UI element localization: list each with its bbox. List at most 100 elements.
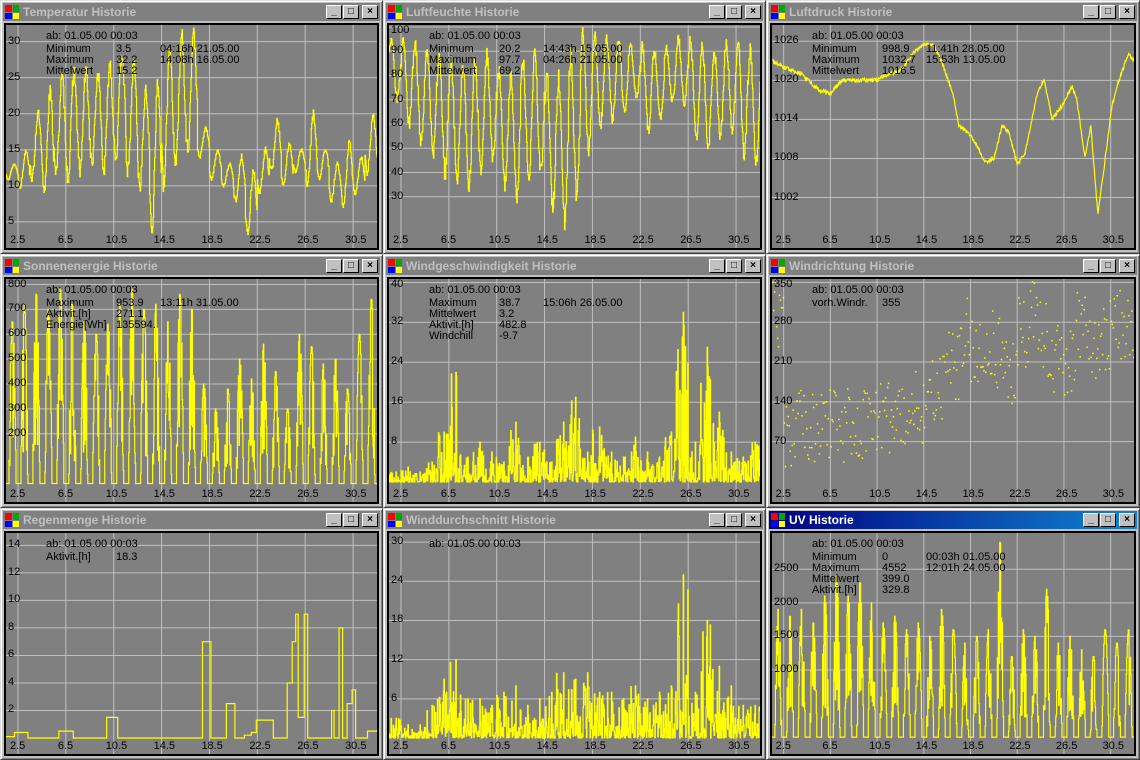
title-bar[interactable]: Luftfeuchte Historie _ □ ×	[386, 3, 763, 21]
scatter-point	[772, 281, 774, 284]
stat-value: 399.0	[882, 573, 910, 585]
x-tick-label: 18.5	[201, 740, 223, 752]
stat-label: Mittelwert	[812, 65, 860, 77]
close-button[interactable]: ×	[362, 513, 378, 527]
y-tick-label: 80	[391, 68, 404, 81]
maximize-button[interactable]: □	[1100, 259, 1116, 273]
title-bar[interactable]: Temperatur Historie _ □ ×	[3, 3, 380, 21]
x-tick-label: 14.5	[153, 740, 175, 752]
minimize-button[interactable]: _	[709, 5, 725, 19]
window-regenmenge-historie[interactable]: Regenmenge Historie _ □ × ab: 01.05.00 0…	[0, 508, 383, 760]
scatter-point	[871, 437, 873, 440]
minimize-button[interactable]: _	[326, 259, 342, 273]
title-bar[interactable]: Luftdruck Historie _ □ ×	[769, 3, 1137, 21]
chart-svg	[389, 25, 760, 248]
window-temperatur-historie[interactable]: Temperatur Historie _ □ × ab: 01.05.00 0…	[0, 0, 383, 254]
close-button[interactable]: ×	[1119, 5, 1135, 19]
y-tick-label: 90	[391, 44, 404, 57]
window-windgeschwindigkeit-historie[interactable]: Windgeschwindigkeit Historie _ □ × ab: 0…	[383, 254, 766, 508]
scatter-point	[949, 368, 951, 371]
maximize-button[interactable]: □	[343, 5, 359, 19]
y-tick-label: 300	[8, 401, 27, 414]
y-tick-label: 280	[774, 315, 793, 328]
close-button[interactable]: ×	[362, 259, 378, 273]
scatter-point	[968, 353, 971, 356]
scatter-point	[1009, 358, 1011, 361]
close-button[interactable]: ×	[745, 259, 761, 273]
y-tick-label: 1020	[774, 73, 799, 86]
title-bar[interactable]: Winddurchschnitt Historie _ □ ×	[386, 511, 763, 529]
x-tick-label: 30.5	[345, 740, 367, 752]
minimize-button[interactable]: _	[1083, 5, 1099, 19]
title-bar[interactable]: Regenmenge Historie _ □ ×	[3, 511, 380, 529]
stats-block: Aktivit.[h] 18.3	[46, 552, 266, 563]
title-bar[interactable]: UV Historie _ □ ×	[769, 511, 1137, 529]
x-tick-label: 14.5	[915, 234, 938, 246]
scatter-point	[1085, 324, 1087, 326]
scatter-point	[814, 443, 817, 445]
scatter-point	[870, 410, 872, 413]
x-tick-label: 26.5	[297, 740, 319, 752]
scatter-point	[831, 418, 833, 421]
maximize-button[interactable]: □	[343, 259, 359, 273]
x-tick-label: 14.5	[153, 234, 175, 246]
scatter-point	[1067, 367, 1070, 369]
minimize-button[interactable]: _	[326, 5, 342, 19]
scatter-point	[772, 309, 775, 312]
window-sonnenenergie-historie[interactable]: Sonnenenergie Historie _ □ × ab: 01.05.0…	[0, 254, 383, 508]
stat-time: 15:53h 13.05.00	[926, 54, 1006, 66]
scatter-point	[1056, 329, 1058, 332]
maximize-button[interactable]: □	[726, 259, 742, 273]
scatter-point	[876, 448, 878, 451]
window-winddurchschnitt-historie[interactable]: Winddurchschnitt Historie _ □ × ab: 01.0…	[383, 508, 766, 760]
scatter-point	[1000, 358, 1003, 361]
scatter-point	[815, 403, 818, 406]
window-uv-historie[interactable]: UV Historie _ □ × ab: 01.05.00 00:03 Min…	[766, 508, 1140, 760]
minimize-button[interactable]: _	[709, 259, 725, 273]
minimize-button[interactable]: _	[326, 513, 342, 527]
scatter-point	[773, 291, 776, 293]
close-button[interactable]: ×	[1119, 513, 1135, 527]
minimize-button[interactable]: _	[1083, 513, 1099, 527]
x-tick-label: 26.5	[680, 740, 702, 752]
x-tick-label: 14.5	[536, 740, 558, 752]
x-tick-label: 22.5	[249, 740, 271, 752]
scatter-point	[886, 386, 889, 389]
scatter-point	[1131, 310, 1133, 312]
minimize-button[interactable]: _	[709, 513, 725, 527]
scatter-point	[964, 345, 967, 347]
y-tick-label: 700	[8, 302, 27, 315]
scatter-point	[1105, 319, 1108, 321]
close-button[interactable]: ×	[745, 513, 761, 527]
close-button[interactable]: ×	[362, 5, 378, 19]
chart-area: ab: 01.05.00 00:03 Maximum 953.9 13:11h 31…	[4, 277, 379, 504]
minimize-button[interactable]: _	[1083, 259, 1099, 273]
x-tick-label: 30.5	[345, 234, 367, 246]
close-button[interactable]: ×	[745, 5, 761, 19]
title-bar[interactable]: Windgeschwindigkeit Historie _ □ ×	[386, 257, 763, 275]
stat-value: 0	[882, 551, 889, 563]
window-windrichtung-historie[interactable]: Windrichtung Historie _ □ × ab: 01.05.00…	[766, 254, 1140, 508]
scatter-point	[937, 391, 939, 394]
maximize-button[interactable]: □	[1100, 513, 1116, 527]
title-bar[interactable]: Sonnenenergie Historie _ □ ×	[3, 257, 380, 275]
chart-area: ab: 01.05.00 00:03 Minimum 998.9 11:41h 28…	[770, 23, 1136, 250]
window-luftfeuchte-historie[interactable]: Luftfeuchte Historie _ □ × ab: 01.05.00 …	[383, 0, 766, 254]
close-button[interactable]: ×	[1119, 259, 1135, 273]
window-luftdruck-historie[interactable]: Luftdruck Historie _ □ × ab: 01.05.00 00…	[766, 0, 1140, 254]
scatter-point	[1038, 339, 1041, 341]
scatter-point	[860, 442, 863, 445]
maximize-button[interactable]: □	[726, 513, 742, 527]
scatter-point	[901, 388, 903, 391]
stat-value: 69.2	[499, 65, 521, 77]
x-tick-label: 26.5	[297, 234, 319, 246]
scatter-point	[903, 397, 905, 399]
title-bar[interactable]: Windrichtung Historie _ □ ×	[769, 257, 1137, 275]
maximize-button[interactable]: □	[1100, 5, 1116, 19]
scatter-point	[1128, 314, 1130, 317]
stat-value: 20.2	[499, 43, 521, 55]
start-date-label: ab: 01.05.00 00:03	[46, 30, 138, 42]
maximize-button[interactable]: □	[726, 5, 742, 19]
scatter-point	[907, 432, 909, 434]
maximize-button[interactable]: □	[343, 513, 359, 527]
